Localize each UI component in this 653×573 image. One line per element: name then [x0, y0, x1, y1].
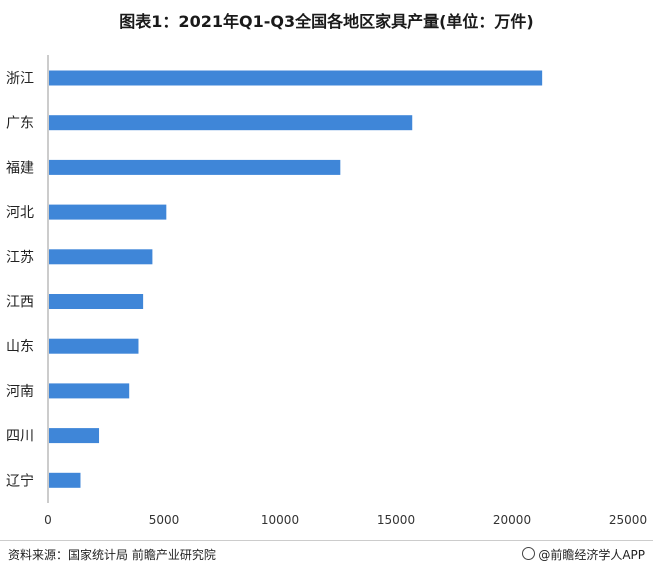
bar-5	[49, 294, 144, 309]
category-label: 山东	[6, 339, 34, 355]
category-label: 江西	[6, 295, 34, 311]
bar-6	[49, 338, 139, 354]
bar-4	[49, 249, 153, 265]
bar-0	[49, 70, 543, 86]
footer: 资料来源：国家统计局 前瞻产业研究院 @前瞻经济学人APP	[0, 540, 653, 571]
category-label: 辽宁	[6, 472, 34, 489]
category-label: 河北	[6, 205, 34, 221]
bar-9	[49, 472, 81, 488]
bar-8	[49, 428, 100, 444]
brand-logo-icon	[522, 547, 536, 560]
x-tick-label: 5000	[149, 513, 180, 527]
brand-text: @前瞻经济学人APP	[538, 548, 645, 562]
category-label: 福建	[6, 160, 34, 176]
category-label: 河南	[6, 384, 34, 400]
brand-credit: @前瞻经济学人APP	[522, 546, 645, 563]
x-tick-label: 10000	[261, 513, 299, 527]
chart-title: 图表1：2021年Q1-Q3全国各地区家具产量(单位：万件)	[119, 12, 534, 31]
x-tick-label: 15000	[377, 513, 415, 527]
x-tick-label: 20000	[493, 513, 531, 527]
bar-7	[49, 383, 130, 399]
bar-1	[49, 115, 413, 131]
source-text: 资料来源：国家统计局 前瞻产业研究院	[8, 548, 216, 562]
x-tick-label: 25000	[609, 513, 647, 527]
category-label: 浙江	[6, 71, 34, 87]
category-label: 江苏	[6, 250, 34, 266]
x-tick-label: 0	[44, 513, 52, 527]
bar-2	[49, 159, 341, 175]
category-label: 广东	[6, 116, 34, 132]
bar-3	[49, 204, 167, 220]
category-label: 四川	[6, 429, 34, 445]
